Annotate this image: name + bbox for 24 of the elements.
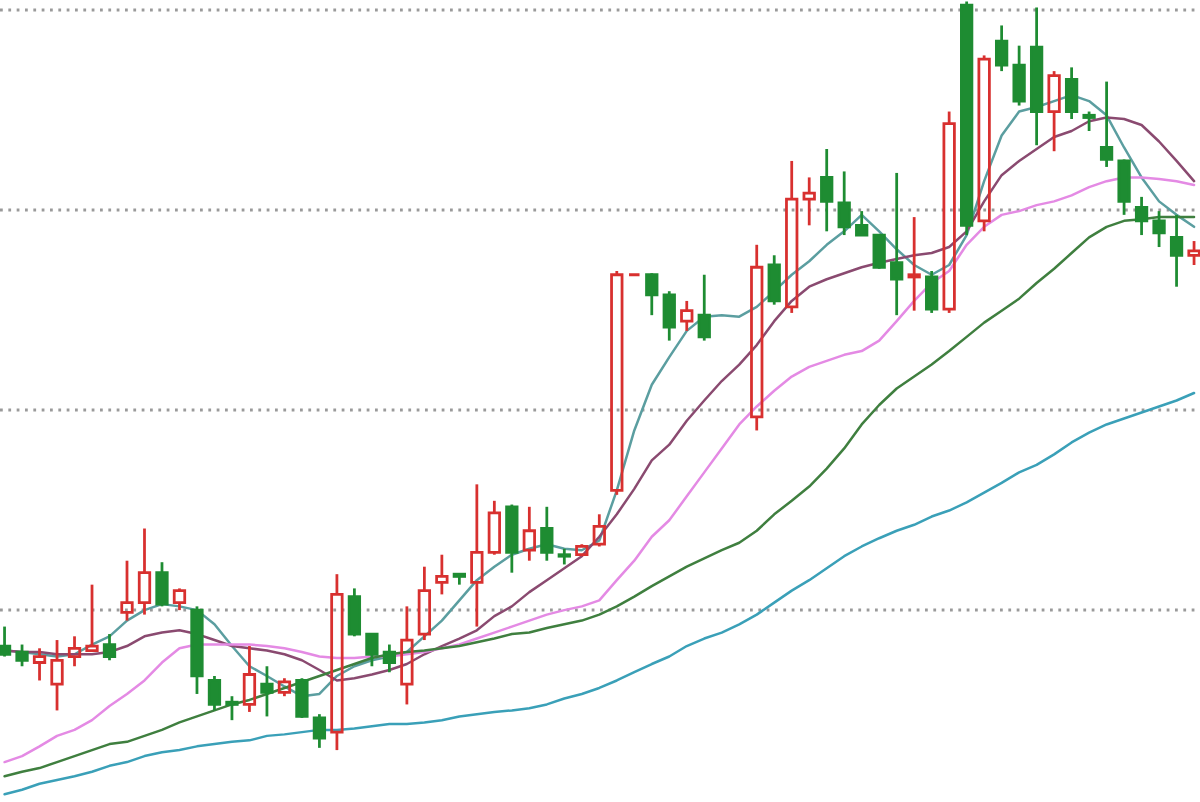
candlestick — [802, 176, 816, 227]
candlestick — [977, 54, 991, 233]
candlestick — [907, 215, 921, 313]
candlestick — [750, 243, 764, 432]
candlestick — [540, 505, 554, 563]
candlestick — [435, 553, 449, 596]
candlestick — [452, 572, 466, 587]
candlestick — [137, 527, 152, 616]
candlestick — [470, 482, 484, 628]
candlestick — [1029, 6, 1044, 147]
candlestick — [890, 171, 904, 317]
candlestick — [1012, 44, 1026, 107]
candlestick — [820, 147, 834, 233]
candlestick — [1134, 195, 1149, 237]
candlestick — [662, 289, 676, 342]
candlestick — [32, 646, 47, 682]
candlestick — [697, 273, 711, 342]
candlestick — [522, 505, 536, 563]
candlestick — [50, 638, 64, 712]
candlestick — [400, 604, 414, 706]
candlestick — [855, 209, 869, 237]
candlestick — [767, 253, 781, 307]
candlestick — [1169, 213, 1184, 289]
candlestick — [837, 170, 851, 237]
